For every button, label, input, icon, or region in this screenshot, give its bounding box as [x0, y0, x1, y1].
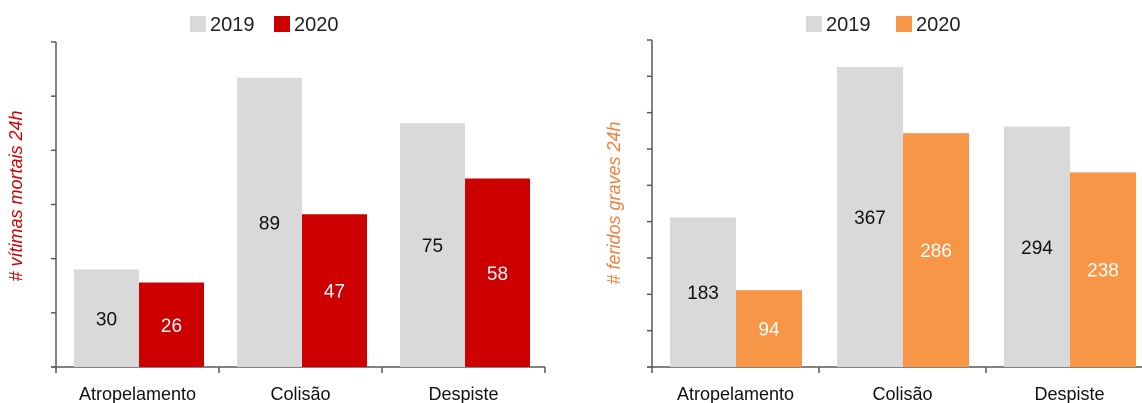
bar-atropelamento-2019	[74, 269, 139, 367]
legend-swatch-2020	[896, 16, 912, 32]
data-label-atropelamento-2019: 30	[96, 309, 117, 330]
legend-label-2020: 2020	[916, 14, 961, 36]
category-label-colisao: Colisão	[270, 384, 330, 403]
data-label-atropelamento-2020: 26	[161, 316, 182, 337]
data-label-despiste-2020: 238	[1087, 261, 1119, 282]
category-label-colisao: Colisão	[872, 384, 932, 403]
bar-colisao-2020	[903, 133, 969, 367]
legend-label-2020: 2020	[294, 14, 339, 36]
bar-despiste-2019	[400, 123, 465, 367]
category-label-atropelamento: Atropelamento	[79, 384, 196, 403]
chart-feridos-graves: 2019 2020 # feridos graves 24h 183 94 Atropel…	[604, 14, 1142, 403]
bar-despiste-2020	[1070, 172, 1136, 367]
category-label-atropelamento: Atropelamento	[677, 384, 794, 403]
data-label-colisao-2019: 367	[854, 208, 886, 229]
legend-swatch-2020	[274, 16, 290, 32]
bar-atropelamento-2019	[670, 217, 736, 367]
data-label-despiste-2019: 294	[1021, 238, 1053, 259]
legend-label-2019: 2019	[826, 14, 871, 36]
category-label-despiste: Despiste	[428, 384, 498, 403]
data-label-despiste-2019: 75	[422, 236, 443, 257]
data-label-atropelamento-2020: 94	[758, 320, 780, 341]
y-axis-label: # feridos graves 24h	[604, 121, 624, 284]
category-label-despiste: Despiste	[1034, 384, 1104, 403]
bar-despiste-2019	[1004, 126, 1070, 367]
data-label-despiste-2020: 58	[487, 264, 508, 285]
data-label-atropelamento-2019: 183	[687, 283, 719, 304]
chart-vitimas-mortais: 2019 2020 # vítimas mortais 24h 30 26 Atropel…	[6, 14, 546, 403]
bar-atropelamento-2020	[736, 290, 802, 367]
y-axis-label: # vítimas mortais 24h	[6, 110, 26, 281]
legend-swatch-2019	[190, 16, 206, 32]
data-label-colisao-2019: 89	[259, 213, 280, 234]
legend-swatch-2019	[806, 16, 822, 32]
legend-label-2019: 2019	[210, 14, 255, 36]
bar-colisao-2019	[837, 66, 903, 367]
bar-despiste-2020	[465, 178, 530, 367]
bar-atropelamento-2020	[139, 282, 204, 367]
bar-colisao-2019	[237, 77, 302, 367]
bar-colisao-2020	[302, 214, 367, 367]
data-label-colisao-2020: 47	[324, 282, 345, 303]
data-label-colisao-2020: 286	[920, 241, 952, 262]
